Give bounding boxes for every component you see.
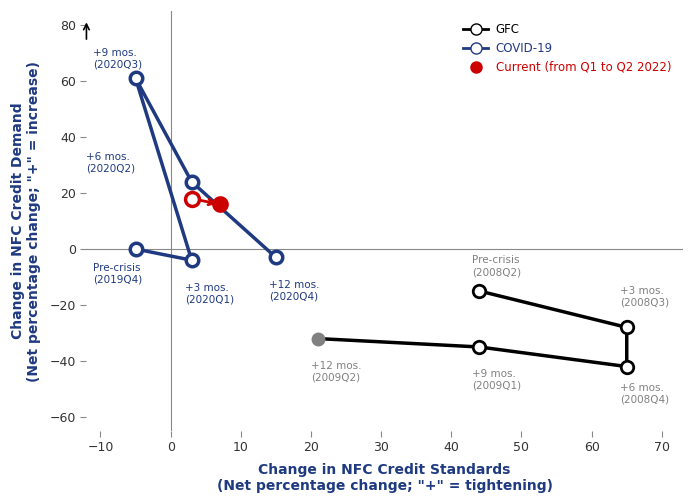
X-axis label: Change in NFC Credit Standards
(Net percentage change; "+" = tightening): Change in NFC Credit Standards (Net perc… <box>217 463 552 493</box>
Text: +9 mos.
(2020Q3): +9 mos. (2020Q3) <box>94 48 142 70</box>
Legend: GFC, COVID-19, Current (from Q1 to Q2 2022): GFC, COVID-19, Current (from Q1 to Q2 20… <box>457 17 677 80</box>
Text: +6 mos.
(2008Q4): +6 mos. (2008Q4) <box>620 384 669 405</box>
Text: Pre-crisis
(2008Q2): Pre-crisis (2008Q2) <box>473 256 521 277</box>
Text: +9 mos.
(2009Q1): +9 mos. (2009Q1) <box>473 369 521 391</box>
Y-axis label: Change in NFC Credit Demand
(Net percentage change; "+" = increase): Change in NFC Credit Demand (Net percent… <box>11 60 42 382</box>
Text: +12 mos.
(2009Q2): +12 mos. (2009Q2) <box>311 361 362 383</box>
Text: +3 mos.
(2020Q1): +3 mos. (2020Q1) <box>185 283 234 304</box>
Text: Pre-crisis
(2019Q4): Pre-crisis (2019Q4) <box>94 263 143 285</box>
Text: +6 mos.
(2020Q2): +6 mos. (2020Q2) <box>87 152 135 173</box>
Text: +3 mos.
(2008Q3): +3 mos. (2008Q3) <box>620 286 669 308</box>
Text: +12 mos.
(2020Q4): +12 mos. (2020Q4) <box>269 280 319 301</box>
